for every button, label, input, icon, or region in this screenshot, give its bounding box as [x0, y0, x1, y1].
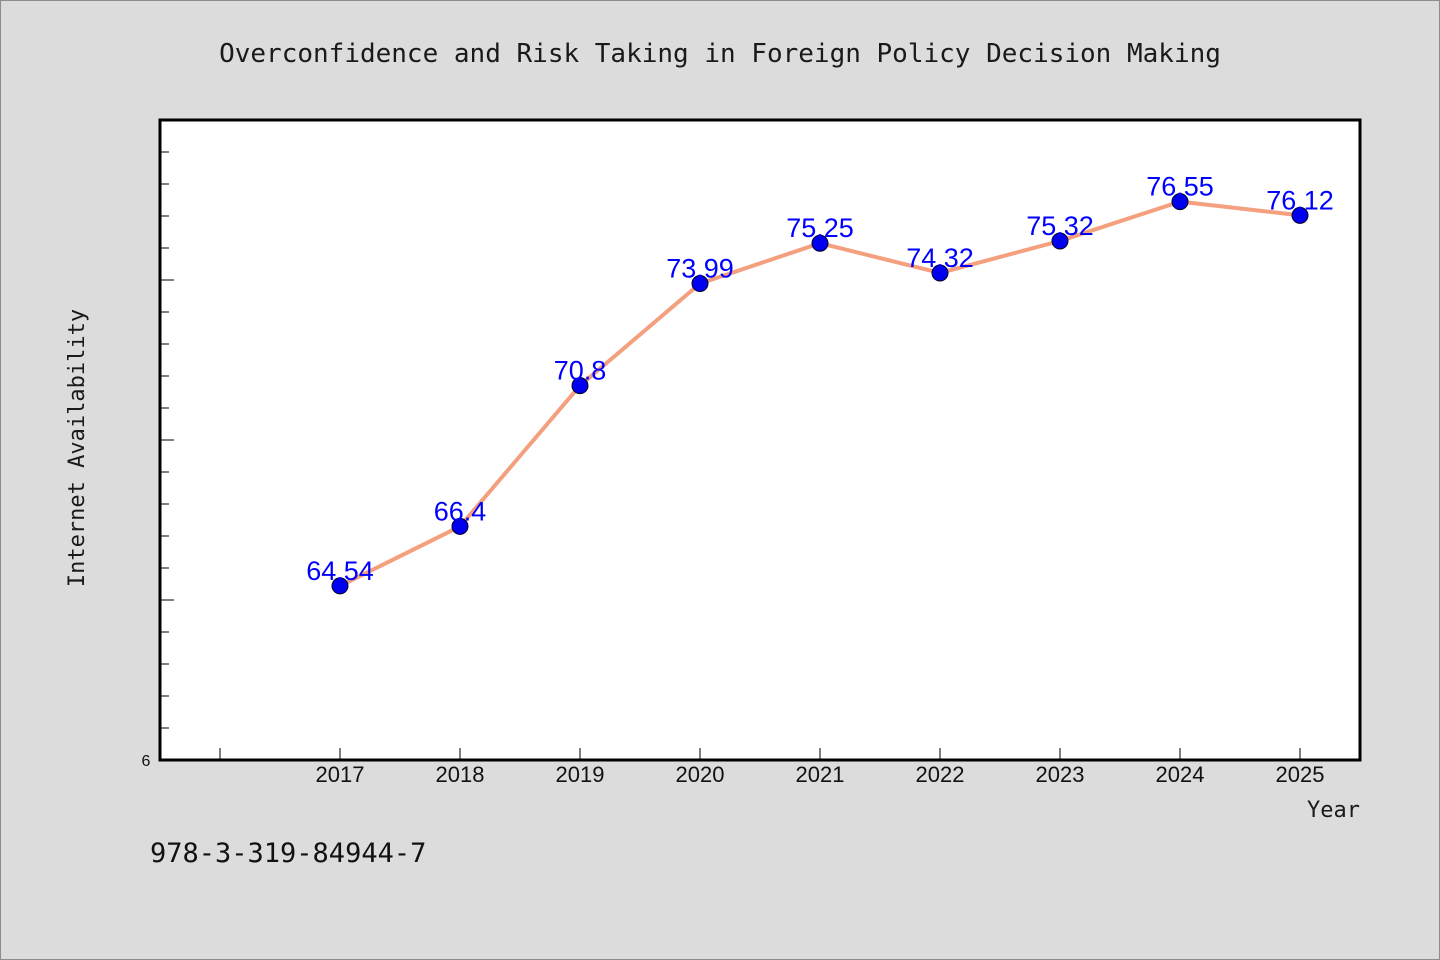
- data-point: [1171, 193, 1189, 211]
- y-axis-ticks: [160, 151, 174, 729]
- x-tick-label: 2019: [556, 762, 605, 787]
- x-tick-label: 2024: [1156, 762, 1205, 787]
- chart-title: Overconfidence and Risk Taking in Foreig…: [219, 39, 1221, 69]
- x-axis-ticks: 2017 2018 2019 2020 2021 2022 2023 2024 2025: [219, 748, 1325, 787]
- data-point: [691, 275, 709, 293]
- y-tick-label: 6: [142, 753, 151, 770]
- data-point: [331, 577, 349, 595]
- data-label: 76.55: [1146, 172, 1214, 202]
- x-tick-label: 2020: [676, 762, 725, 787]
- data-point: [571, 377, 589, 395]
- x-tick-label: 2021: [796, 762, 845, 787]
- data-label: 76.12: [1266, 185, 1334, 215]
- isbn-text: 978-3-319-84944-7: [150, 838, 426, 869]
- plot-area: [158, 118, 1362, 762]
- x-tick-label: 2023: [1036, 762, 1085, 787]
- x-tick-label: 2022: [916, 762, 965, 787]
- y-axis-label: Internet Availability: [65, 309, 90, 587]
- data-label: 75.32: [1026, 211, 1094, 241]
- x-axis-label: Year: [1307, 798, 1360, 823]
- data-point: [451, 517, 469, 535]
- data-point: [1291, 206, 1309, 224]
- data-point: [931, 264, 949, 282]
- data-labels: 64.54 66.4 70.8 73.99 75.25 74.32 75.32 76.55 76…: [306, 172, 1334, 586]
- series-layer: [331, 193, 1309, 595]
- data-label: 70.8: [554, 356, 607, 386]
- data-label: 74.32: [906, 243, 974, 273]
- data-label: 73.99: [666, 254, 734, 284]
- data-point: [811, 234, 829, 252]
- data-point: [1051, 232, 1069, 250]
- x-tick-label: 2025: [1276, 762, 1325, 787]
- x-tick-label: 2018: [436, 762, 485, 787]
- data-label: 66.4: [434, 496, 487, 526]
- data-label: 75.25: [786, 213, 854, 243]
- data-label: 64.54: [306, 556, 374, 586]
- x-tick-label: 2017: [316, 762, 365, 787]
